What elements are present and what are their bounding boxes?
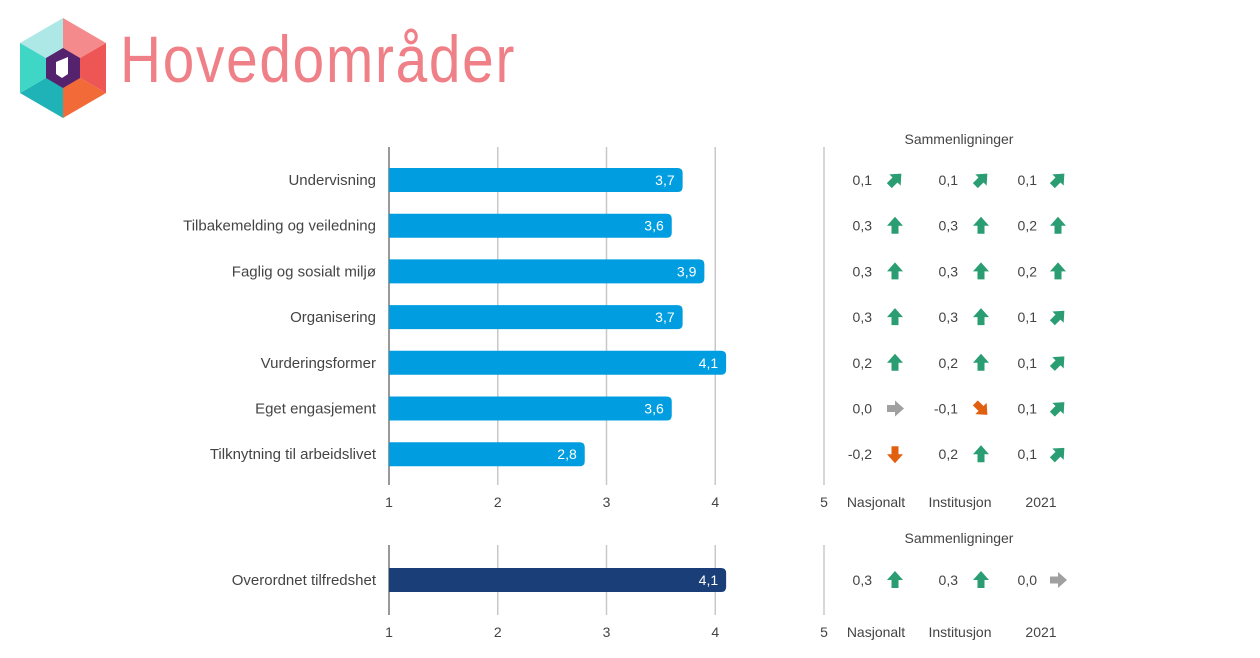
- arrow-up-right-icon: [1049, 173, 1065, 189]
- x-tick-label: 1: [385, 624, 393, 640]
- x-tick-label: 3: [603, 624, 611, 640]
- x-tick-label: 2: [494, 494, 502, 510]
- arrow-up-icon: [973, 445, 989, 463]
- arrow-up-icon: [887, 571, 903, 588]
- category-label: Overordnet tilfredshet: [232, 572, 377, 589]
- comparison-value: 0,3: [939, 263, 959, 279]
- comparison-value: 0,3: [939, 218, 959, 234]
- x-tick-label: 5: [820, 494, 828, 510]
- comparison-value: -0,1: [934, 401, 958, 417]
- comparison-value: 0,2: [1018, 263, 1038, 279]
- comparison-value: -0,2: [848, 446, 872, 462]
- arrow-up-icon: [973, 216, 989, 234]
- bar: [389, 168, 683, 192]
- arrow-up-icon: [973, 353, 989, 371]
- category-label: Undervisning: [288, 172, 376, 189]
- arrow-flat-icon: [887, 400, 904, 417]
- comparison-value: 0,0: [853, 401, 873, 417]
- comparison-value: 0,3: [853, 572, 873, 588]
- x-tick-label: 4: [711, 494, 719, 510]
- comparison-column-label: Nasjonalt: [847, 624, 905, 640]
- x-tick-label: 1: [385, 494, 393, 510]
- arrow-flat-icon: [1050, 572, 1067, 588]
- comparison-value: 0,2: [853, 355, 873, 371]
- arrow-up-icon: [887, 216, 903, 234]
- comparison-value: 0,3: [853, 263, 873, 279]
- arrow-up-icon: [973, 308, 989, 326]
- comparison-value: 0,1: [939, 172, 959, 188]
- comparison-column-label: 2021: [1025, 624, 1056, 640]
- arrow-down-icon: [887, 446, 903, 464]
- arrow-up-icon: [887, 353, 903, 371]
- bar-value-label: 3,7: [655, 309, 675, 325]
- comparison-value: 0,0: [1018, 572, 1038, 588]
- bar-value-label: 4,1: [699, 572, 719, 588]
- hexagon-logo-icon: [20, 18, 106, 118]
- bar-value-label: 3,9: [677, 263, 697, 279]
- arrow-up-icon: [887, 308, 903, 326]
- arrow-up-right-icon: [972, 173, 988, 189]
- comparison-value: 0,2: [1018, 218, 1038, 234]
- comparison-column-label: Institusjon: [928, 494, 991, 510]
- category-label: Tilbakemelding og veiledning: [183, 218, 376, 235]
- x-tick-label: 3: [603, 494, 611, 510]
- arrow-up-icon: [973, 571, 989, 588]
- arrow-down-right-icon: [972, 400, 988, 415]
- arrow-up-icon: [887, 262, 903, 280]
- comparison-value: 0,1: [1018, 355, 1038, 371]
- x-tick-label: 5: [820, 624, 828, 640]
- bar: [389, 350, 727, 375]
- bar-value-label: 3,7: [655, 172, 675, 188]
- arrow-up-icon: [973, 262, 989, 280]
- x-tick-label: 4: [711, 624, 719, 640]
- bar: [389, 213, 672, 238]
- bar: [389, 396, 672, 421]
- arrow-up-icon: [1050, 262, 1066, 280]
- x-tick-label: 2: [494, 624, 502, 640]
- arrow-up-right-icon: [1049, 447, 1065, 463]
- category-label: Faglig og sosialt miljø: [232, 263, 376, 280]
- comparison-value: 0,1: [1018, 401, 1038, 417]
- bar: [389, 568, 727, 592]
- category-label: Tilknytning til arbeidslivet: [210, 446, 377, 463]
- category-label: Vurderingsformer: [261, 355, 376, 372]
- comparison-value: 0,3: [853, 218, 873, 234]
- comparison-value: 0,1: [853, 172, 873, 188]
- arrow-up-right-icon: [1049, 402, 1065, 417]
- comparison-value: 0,1: [1018, 446, 1038, 462]
- comparison-value: 0,2: [939, 355, 959, 371]
- bar-value-label: 2,8: [557, 446, 577, 462]
- bar: [389, 305, 683, 330]
- bar: [389, 259, 705, 284]
- bar: [389, 442, 585, 467]
- comparison-value: 0,1: [1018, 172, 1038, 188]
- comparison-column-label: 2021: [1025, 494, 1056, 510]
- arrow-up-right-icon: [886, 173, 902, 189]
- comparison-value: 0,3: [939, 309, 959, 325]
- arrow-up-right-icon: [1049, 356, 1065, 371]
- comparison-value: 0,3: [939, 572, 959, 588]
- arrow-up-icon: [1050, 216, 1066, 234]
- comparison-column-label: Nasjonalt: [847, 494, 905, 510]
- category-label: Eget engasjement: [255, 401, 377, 418]
- bar-value-label: 3,6: [644, 401, 664, 417]
- comparison-value: 0,2: [939, 446, 959, 462]
- comparison-value: 0,3: [853, 309, 873, 325]
- bar-value-label: 4,1: [699, 355, 719, 371]
- bar-value-label: 3,6: [644, 218, 664, 234]
- comparisons-title: Sammenligninger: [905, 530, 1014, 546]
- comparison-value: 0,1: [1018, 309, 1038, 325]
- comparison-column-label: Institusjon: [928, 624, 991, 640]
- comparisons-title: Sammenligninger: [905, 131, 1014, 147]
- category-label: Organisering: [290, 309, 376, 326]
- page-title: Hovedområder: [120, 22, 517, 96]
- arrow-up-right-icon: [1049, 310, 1065, 326]
